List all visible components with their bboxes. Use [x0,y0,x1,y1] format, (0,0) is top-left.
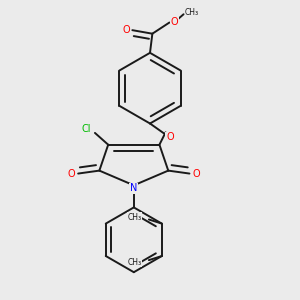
Text: O: O [171,17,178,27]
Text: Cl: Cl [82,124,92,134]
Text: CH₃: CH₃ [128,258,142,267]
Text: O: O [166,132,174,142]
Text: O: O [122,25,130,34]
Text: CH₃: CH₃ [185,8,199,17]
Text: O: O [193,169,200,179]
Text: N: N [130,183,137,193]
Text: O: O [67,169,75,179]
Text: CH₃: CH₃ [128,213,142,222]
